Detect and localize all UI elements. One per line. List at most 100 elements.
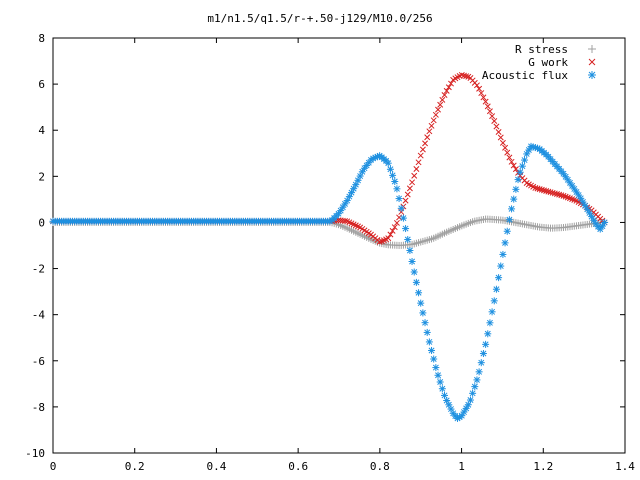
y-tick-label: -10 [25, 447, 45, 460]
data-point [497, 262, 505, 270]
data-point [521, 156, 529, 164]
data-point [493, 123, 500, 130]
legend-item: G work [528, 56, 596, 69]
data-point [486, 319, 494, 327]
data-point [532, 184, 539, 191]
data-point [510, 162, 517, 169]
data-point [551, 190, 558, 197]
data-point [424, 134, 431, 141]
data-point [601, 218, 609, 226]
data-point [384, 159, 392, 167]
legend-item: R stress [515, 43, 596, 56]
axis-tick-labels: 0 0.2 0.4 0.6 0.8 1 1.2 1.4 -10 -8 -6 -4 -2 0 2 4 6 8 [25, 32, 635, 473]
data-point [412, 278, 420, 286]
series-acoustic-flux [49, 142, 609, 422]
data-point [554, 191, 560, 198]
data-point [460, 72, 467, 79]
data-point [495, 274, 503, 282]
data-point [406, 247, 414, 255]
data-point [549, 189, 556, 196]
data-point [419, 309, 427, 317]
data-point [488, 308, 496, 316]
data-point [430, 355, 438, 363]
data-point [499, 250, 507, 258]
data-point [448, 80, 454, 87]
data-point [389, 171, 397, 179]
data-point [426, 128, 433, 135]
data-point [466, 396, 474, 404]
data-point [391, 177, 399, 185]
data-point [489, 113, 496, 120]
data-point [484, 330, 492, 338]
x-tick-label: 0.8 [370, 460, 390, 473]
data-point [495, 129, 502, 135]
data-point [556, 191, 563, 198]
data-point [534, 185, 541, 192]
data-point [395, 195, 403, 203]
data-point [478, 90, 485, 97]
data-point [411, 172, 418, 179]
series-layer [49, 71, 609, 422]
data-point [387, 231, 394, 238]
data-point [430, 117, 437, 124]
y-tick-label: -6 [32, 355, 45, 368]
legend-label: G work [528, 56, 568, 69]
data-point [408, 258, 416, 266]
data-point [413, 166, 420, 172]
plot-frame [52, 37, 626, 454]
data-point [425, 338, 433, 346]
data-point [389, 227, 396, 234]
data-point [512, 166, 519, 173]
data-point [423, 328, 431, 336]
data-point [428, 346, 436, 354]
data-point [428, 122, 435, 129]
data-point [477, 359, 485, 367]
data-point [506, 154, 513, 161]
y-tick-label: -8 [32, 401, 45, 414]
data-point [502, 144, 509, 151]
data-point [501, 239, 509, 247]
data-point [458, 71, 465, 78]
data-point [406, 185, 413, 192]
data-point [435, 106, 441, 113]
data-point [516, 168, 524, 176]
data-point [475, 368, 483, 376]
data-point [505, 216, 513, 224]
data-point [437, 101, 444, 108]
data-point [436, 378, 444, 386]
data-point [439, 96, 446, 103]
x-tick-label: 1.4 [615, 460, 635, 473]
data-point [410, 268, 418, 276]
data-point [415, 159, 422, 166]
data-point [558, 192, 565, 199]
y-tick-label: 4 [38, 124, 45, 137]
y-tick-label: 6 [38, 78, 45, 91]
data-point [391, 224, 398, 231]
x-tick-label: 1 [458, 460, 465, 473]
data-point [491, 118, 498, 124]
x-tick-label: 0.4 [206, 460, 226, 473]
data-point [393, 185, 401, 193]
data-point [476, 85, 483, 92]
data-point [512, 185, 520, 193]
data-point [499, 139, 506, 146]
data-point [482, 340, 490, 348]
data-point [503, 227, 511, 235]
data-point [404, 236, 412, 244]
data-point [538, 186, 545, 193]
x-tick-label: 1.2 [533, 460, 553, 473]
data-point [417, 299, 425, 307]
data-point [588, 45, 596, 53]
data-point [514, 176, 522, 184]
data-point [473, 82, 480, 89]
data-point [432, 364, 440, 372]
data-point [376, 238, 383, 245]
data-point [518, 162, 526, 170]
data-point [434, 371, 442, 379]
data-point [462, 404, 470, 412]
data-point [438, 385, 446, 393]
legend-label: R stress [515, 43, 568, 56]
legend-item: Acoustic flux [482, 69, 596, 82]
